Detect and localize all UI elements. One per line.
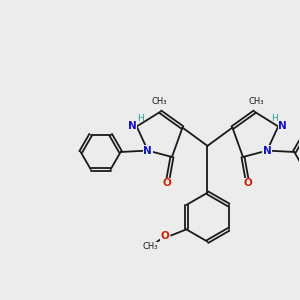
Text: H: H — [272, 114, 278, 123]
Text: CH₃: CH₃ — [151, 97, 167, 106]
Text: N: N — [278, 122, 287, 131]
Text: O: O — [243, 178, 252, 188]
Text: N: N — [128, 122, 137, 131]
Text: H: H — [137, 114, 143, 123]
Text: O: O — [160, 231, 169, 241]
Text: N: N — [143, 146, 152, 156]
Text: CH₃: CH₃ — [248, 97, 264, 106]
Text: CH₃: CH₃ — [143, 242, 158, 251]
Text: O: O — [163, 178, 172, 188]
Text: N: N — [263, 146, 272, 156]
